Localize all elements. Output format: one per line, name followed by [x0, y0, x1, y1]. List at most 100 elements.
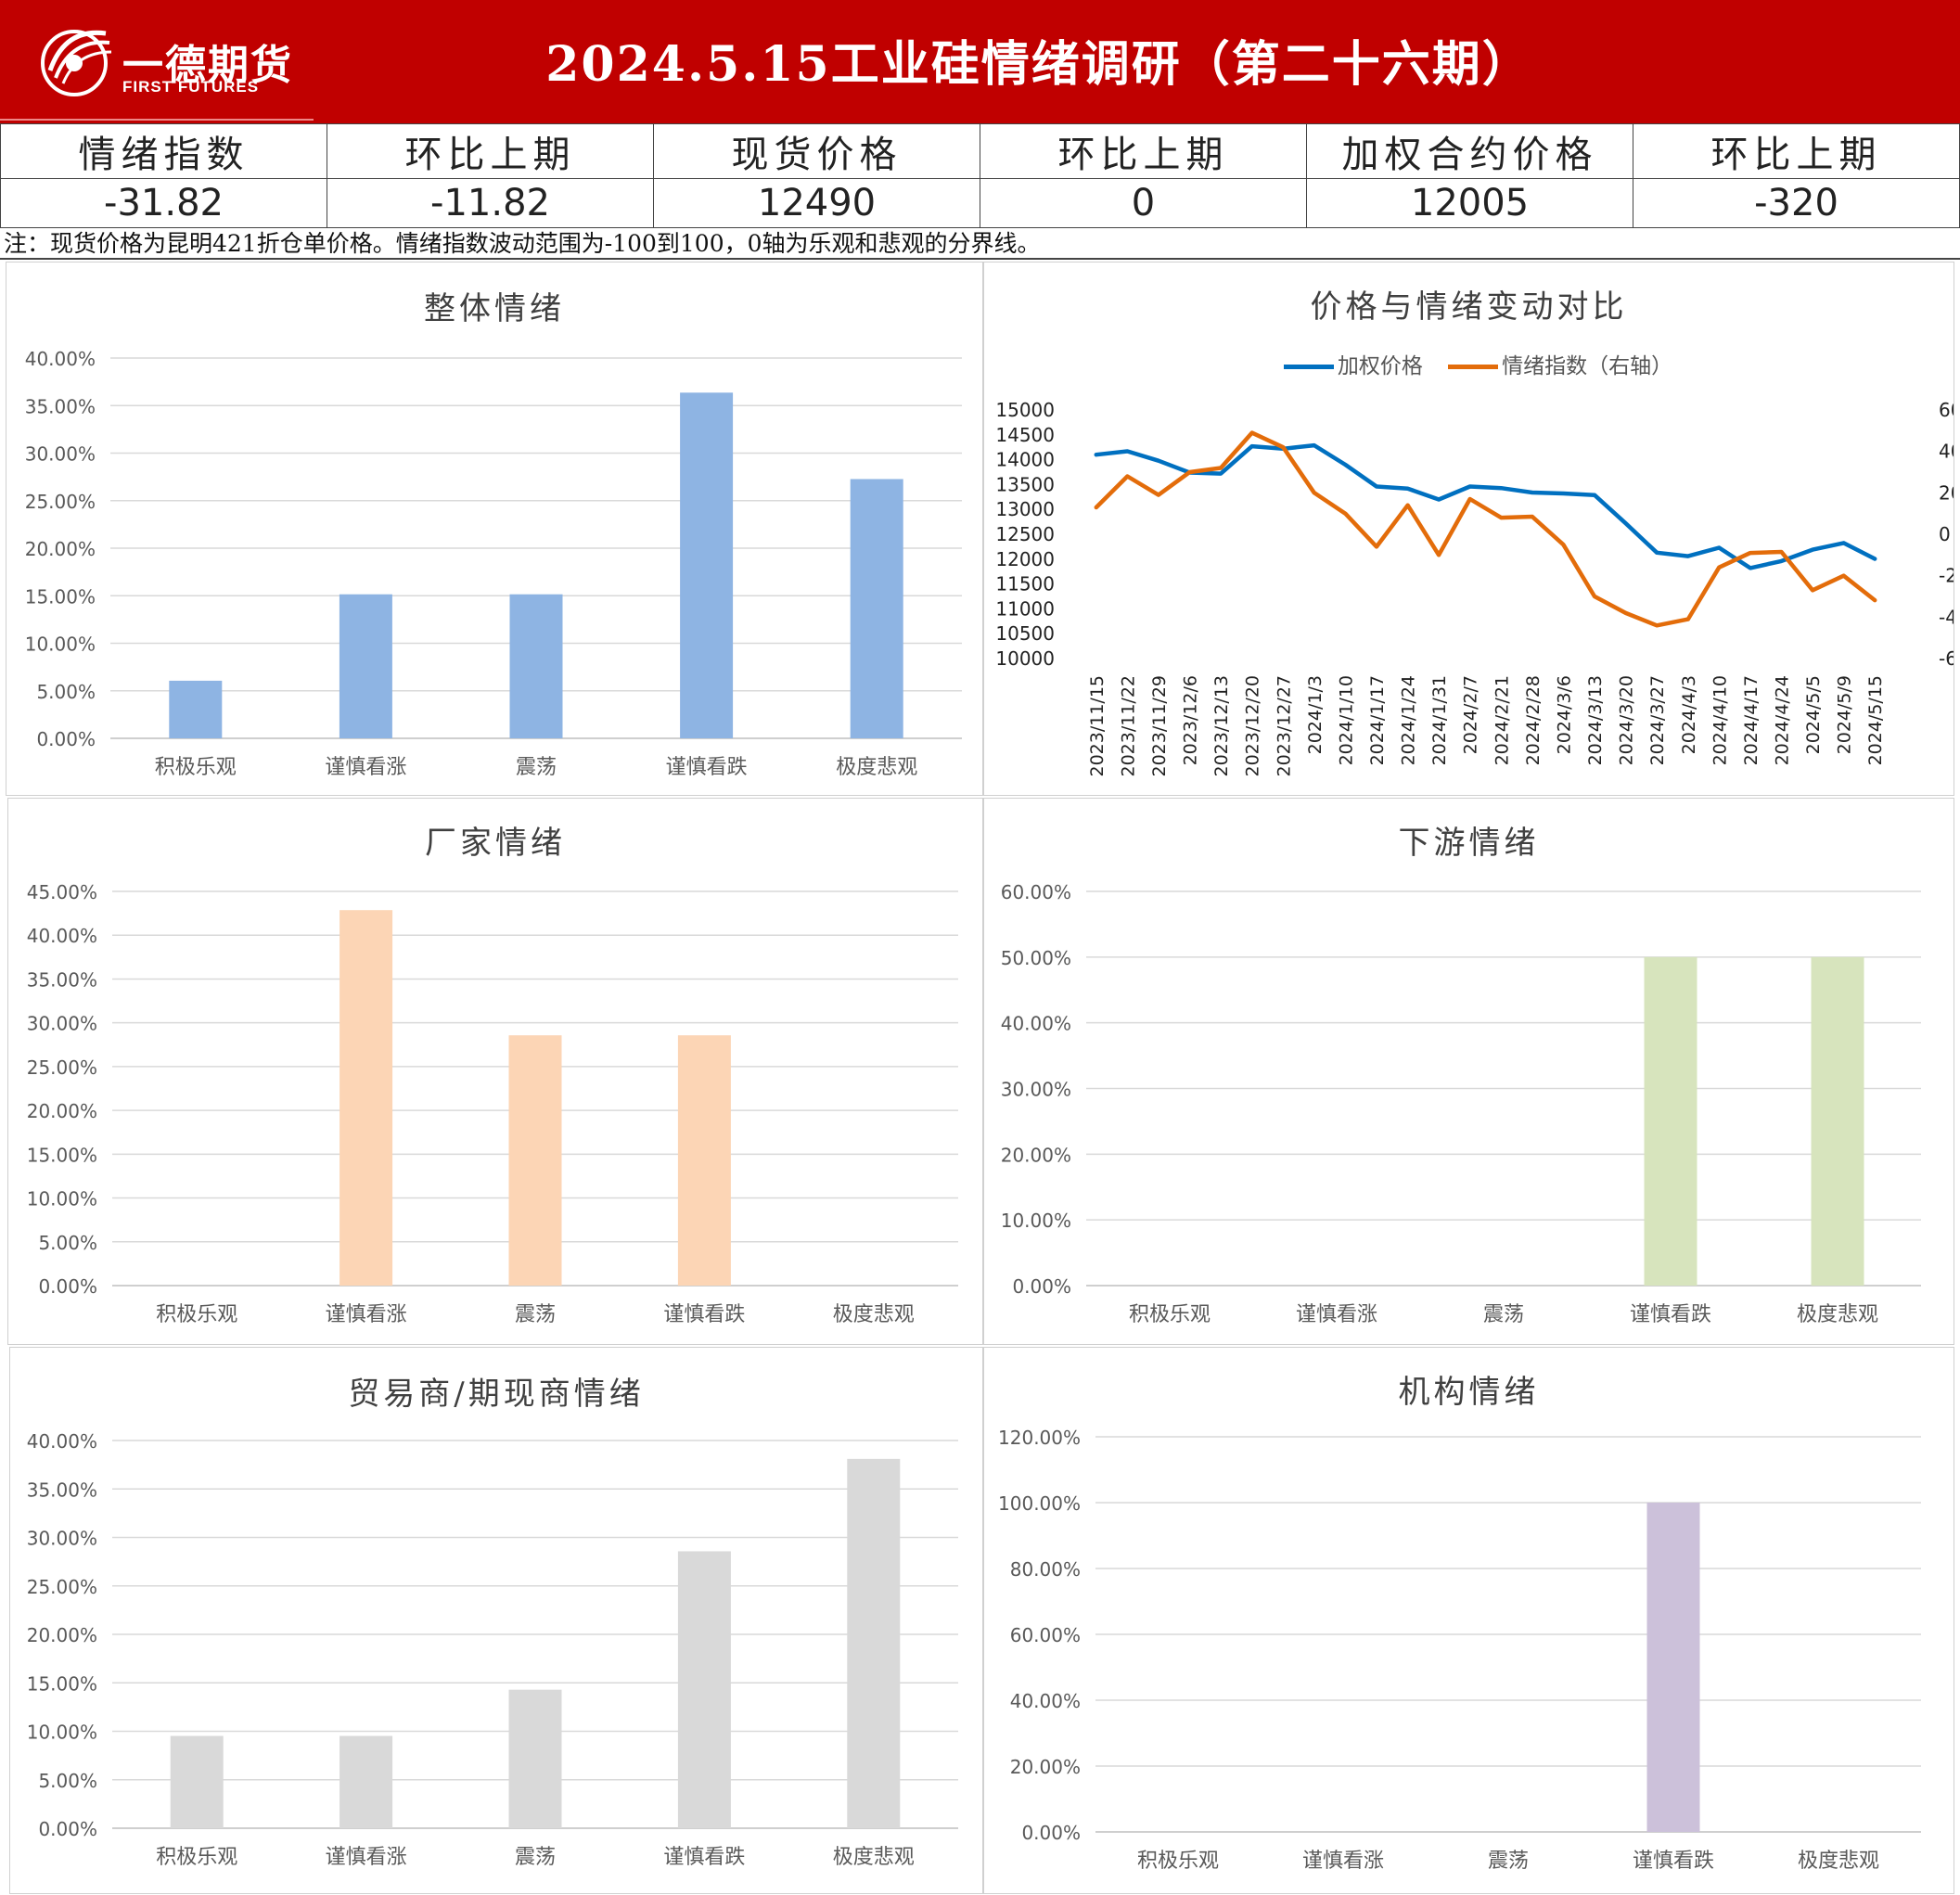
x-tick-label: 2024/3/27	[1647, 675, 1668, 765]
y-tick-label: 60.00%	[1001, 881, 1071, 903]
y-tick-label: 30.00%	[27, 1528, 97, 1550]
y-tick-label: 30.00%	[1001, 1079, 1071, 1101]
chart-title: 价格与情绪变动对比	[1310, 288, 1628, 326]
y-right-tick-label: -20	[1939, 565, 1954, 587]
legend-swatch-price	[1283, 365, 1334, 369]
y-tick-label: 100.00%	[998, 1492, 1081, 1515]
x-tick-label: 2024/3/6	[1554, 675, 1574, 754]
x-tick-label: 极度悲观	[833, 1846, 915, 1869]
y-tick-label: 25.00%	[25, 491, 96, 513]
x-tick-label: 2024/4/3	[1679, 675, 1699, 754]
x-tick-label: 2024/3/13	[1585, 675, 1606, 765]
stats-header-cell: 现货价格	[653, 123, 980, 179]
bar-chart-trader: 0.00% 5.00% 10.00% 15.00% 20.00% 25.00% 30.00%…	[27, 1430, 958, 1869]
x-tick-label: 极度悲观	[833, 1303, 915, 1326]
x-tick-label: 谨慎看涨	[1296, 1303, 1377, 1326]
y-tick-label: 0.00%	[36, 728, 96, 750]
y-tick-label: 45.00%	[27, 881, 97, 903]
x-tick-label: 2024/5/15	[1865, 675, 1886, 765]
x-tick-label: 谨慎看涨	[325, 756, 406, 779]
x-tick-label: 极度悲观	[1797, 1303, 1878, 1326]
y-tick-label: 50.00%	[1001, 947, 1071, 969]
y-right-tick-label: 60	[1939, 399, 1954, 421]
chart-title: 下游情绪	[1398, 825, 1540, 862]
stats-header-cell: 环比上期	[1633, 123, 1960, 179]
y-left-tick-label: 13500	[995, 473, 1055, 495]
chart-panel-overall: 整体情绪 0.00% 5.00% 10.00% 15.00% 20.00% 25.00% 3…	[6, 262, 983, 796]
stats-value-cell: -31.82	[0, 178, 327, 228]
y-tick-label: 120.00%	[998, 1427, 1081, 1449]
x-tick-label: 震荡	[1488, 1850, 1529, 1873]
y-tick-label: 20.00%	[25, 538, 96, 560]
chart-legend: 加权价格 情绪指数（右轴）	[984, 348, 1954, 379]
y-tick-label: 5.00%	[38, 1232, 97, 1254]
y-left-tick-label: 12500	[995, 523, 1055, 545]
y-tick-label: 30.00%	[27, 1013, 97, 1035]
legend-label-price: 加权价格	[1337, 354, 1423, 378]
bar	[339, 910, 393, 1286]
bar-chart-institution: 0.00% 20.00% 40.00% 60.00% 80.00% 100.00% 120.…	[998, 1427, 1921, 1873]
company-logo: 一德期货 FIRST FUTURES	[37, 19, 315, 107]
stats-header-cell: 情绪指数	[0, 123, 327, 179]
x-tick-label: 2023/11/15	[1087, 675, 1108, 777]
divider	[0, 258, 1960, 260]
y-tick-label: 30.00%	[25, 443, 96, 466]
y-tick-label: 25.00%	[27, 1056, 97, 1079]
y-tick-label: 35.00%	[27, 1479, 97, 1501]
series-line	[1094, 442, 1877, 570]
stats-value-row: -31.82 -11.82 12490 0 12005 -320	[0, 178, 1960, 228]
bar	[1644, 956, 1697, 1286]
y-tick-label: 0.00%	[38, 1818, 97, 1840]
chart-title: 整体情绪	[424, 290, 565, 327]
x-tick-label: 谨慎看涨	[326, 1846, 407, 1869]
x-tick-label: 2023/12/27	[1274, 675, 1294, 777]
y-tick-label: 20.00%	[27, 1624, 97, 1646]
y-tick-label: 40.00%	[27, 925, 97, 947]
x-tick-label: 谨慎看涨	[326, 1303, 407, 1326]
x-tick-label: 2024/4/24	[1772, 675, 1792, 765]
x-tick-label: 积极乐观	[1129, 1303, 1211, 1326]
logo-emblem-icon	[41, 30, 112, 96]
chart-title: 厂家情绪	[425, 825, 566, 862]
y-left-tick-label: 14000	[995, 449, 1055, 471]
bar	[339, 1735, 393, 1828]
chart-panel-downstream: 下游情绪 0.00% 10.00% 20.00% 30.00% 40.00% 50.00%…	[983, 798, 1954, 1345]
x-tick-label: 2023/12/13	[1211, 675, 1232, 777]
y-left-tick-label: 14500	[995, 424, 1055, 446]
x-tick-label: 谨慎看涨	[1302, 1850, 1384, 1873]
x-tick-label: 2024/1/17	[1367, 675, 1388, 765]
logo-underline	[0, 119, 314, 121]
x-tick-label: 积极乐观	[156, 1303, 237, 1326]
logo-text-en: FIRST FUTURES	[122, 78, 260, 96]
y-tick-label: 5.00%	[36, 681, 96, 703]
bar-chart-downstream: 0.00% 10.00% 20.00% 30.00% 40.00% 50.00% 60.00…	[1001, 881, 1921, 1326]
y-tick-label: 20.00%	[27, 1100, 97, 1122]
bar	[850, 479, 903, 738]
x-tick-label: 2024/2/7	[1461, 675, 1481, 754]
x-tick-label: 震荡	[516, 756, 557, 779]
bar-chart-overall: 0.00% 5.00% 10.00% 15.00% 20.00% 25.00% 30.00%…	[25, 348, 962, 779]
bar	[1811, 956, 1864, 1286]
y-tick-label: 10.00%	[27, 1722, 97, 1744]
x-tick-label: 2024/4/10	[1710, 675, 1730, 765]
x-tick-label: 积极乐观	[155, 756, 237, 779]
y-tick-label: 80.00%	[1010, 1558, 1081, 1581]
chart-panel-institution: 机构情绪 0.00% 20.00% 40.00% 60.00% 80.00% 100.00…	[983, 1347, 1954, 1894]
stats-value-cell: -320	[1633, 178, 1960, 228]
y-tick-label: 40.00%	[1001, 1013, 1071, 1035]
y-tick-label: 10.00%	[1001, 1210, 1071, 1232]
chart-panel-trader: 贸易商/期现商情绪 0.00% 5.00% 10.00% 15.00% 20.00% 25…	[9, 1347, 983, 1894]
stats-header-cell: 环比上期	[327, 123, 654, 179]
bar	[508, 1035, 562, 1286]
y-tick-label: 15.00%	[27, 1672, 97, 1695]
x-tick-label: 谨慎看跌	[1633, 1850, 1714, 1873]
header-banner: 一德期货 FIRST FUTURES 2024.5.15工业硅情绪调研（第二十六…	[0, 0, 1960, 123]
legend-swatch-sentiment	[1448, 365, 1499, 369]
stats-value-cell: 12005	[1306, 178, 1633, 228]
x-tick-label: 极度悲观	[836, 756, 917, 779]
stats-header-row: 情绪指数 环比上期 现货价格 环比上期 加权合约价格 环比上期	[0, 123, 1960, 179]
y-tick-label: 35.00%	[25, 395, 96, 417]
y-tick-label: 20.00%	[1001, 1144, 1071, 1166]
y-left-tick-label: 11500	[995, 573, 1055, 595]
x-tick-label: 2024/3/20	[1617, 675, 1637, 765]
